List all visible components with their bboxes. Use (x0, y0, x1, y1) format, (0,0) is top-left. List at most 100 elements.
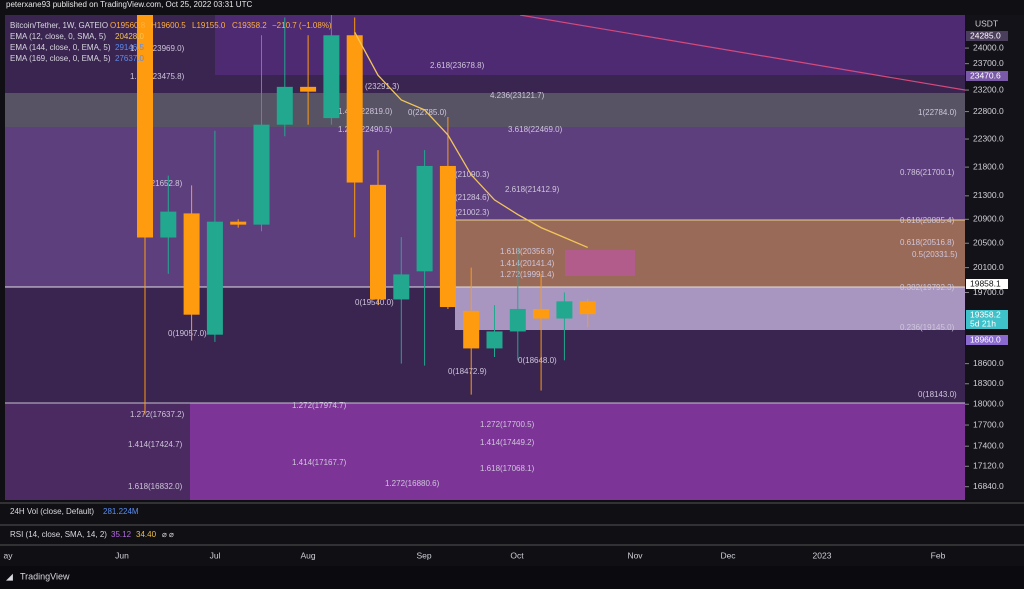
zone (565, 250, 635, 276)
vol-value: 281.224M (103, 507, 139, 516)
price-tag-bg (966, 335, 1008, 345)
fib-label: 4.236(23121.7) (490, 91, 545, 100)
price-tag: 19358.2 (970, 309, 1001, 319)
fib-label: 1.272(17637.2) (130, 410, 185, 419)
fib-label: 0(18472.9) (448, 367, 487, 376)
x-label: Dec (720, 550, 736, 560)
price-tag: 19858.1 (970, 278, 1001, 288)
indicator-value: 27637.0 (115, 54, 144, 63)
candle-body (463, 310, 480, 349)
candle-body (556, 301, 573, 319)
indicator-name: EMA (144, close, 0, EMA, 5) (10, 43, 111, 52)
fib-label: (21090.3) (455, 170, 490, 179)
rsi-extra: ⌀ ⌀ (162, 530, 174, 539)
fib-label: 1.272(17700.5) (480, 420, 535, 429)
rsi-value: 34.40 (136, 530, 157, 539)
candle-body (346, 35, 363, 183)
candle-body (137, 15, 153, 238)
fib-label: 0.786(21700.1) (900, 168, 955, 177)
x-label: Sep (416, 550, 431, 560)
fib-label: 0.618(20516.8) (900, 238, 955, 247)
fib-label: 1.414(17167.7) (292, 458, 347, 467)
header: peterxane93 published on TradingView.com… (6, 0, 252, 9)
logo: ◢ (6, 571, 13, 581)
candle-body (183, 213, 200, 315)
candle-body (253, 124, 270, 225)
fib-label: 0(19057.0) (168, 329, 207, 338)
price-tag-bg (966, 71, 1008, 81)
fib-label: 1.414(20141.4) (500, 259, 555, 268)
rsi-value: 35.12 (111, 530, 132, 539)
indicator-value: 29146.5 (115, 43, 144, 52)
fib-label: (23291.3) (365, 82, 400, 91)
fib-label: 1.618(17068.1) (480, 464, 535, 473)
x-label: Nov (627, 550, 643, 560)
zone (5, 403, 190, 500)
rsi-name: RSI (14, close, SMA, 14, 2) (10, 530, 107, 539)
candle-body (276, 86, 293, 125)
price-tag-bg (966, 310, 1008, 320)
candle-body (230, 221, 247, 225)
legend-symbol: Bitcoin/Tether, 1W, GATEIO (10, 21, 108, 30)
candle-body (370, 184, 386, 300)
y-tick-label: 18300.0 (973, 378, 1004, 388)
candle-body (579, 301, 596, 315)
plot-area: 1.414(23969.0) 2.618(23678.8) 1.272(23475.… (5, 15, 965, 500)
fib-label: 0.618(20885.4) (900, 216, 955, 225)
candle-body (323, 35, 340, 119)
fib-label: 2.618(23678.8) (430, 61, 485, 70)
fib-label: 0.5(20331.5) (912, 250, 958, 259)
fib-label: 1.272(23475.8) (130, 72, 185, 81)
fib-label: 1(22784.0) (918, 108, 957, 117)
candle-body (416, 165, 433, 272)
fib-label: 1.414(17424.7) (128, 440, 183, 449)
x-label: ay (4, 550, 14, 560)
price-tag: 24285.0 (970, 30, 1001, 40)
y-tick-label: 17700.0 (973, 419, 1004, 429)
price-axis (965, 15, 1024, 500)
fib-label: 1.272(16880.6) (385, 479, 440, 488)
y-tick-label: 19700.0 (973, 287, 1004, 297)
x-label: Jul (210, 550, 221, 560)
fib-label: (21284.6) (455, 193, 490, 202)
fib-label: 1.272(22490.5) (338, 125, 393, 134)
fib-label: 1.414(23969.0) (130, 44, 185, 53)
price-tag: 18960.0 (970, 334, 1001, 344)
x-label: Jun (115, 550, 129, 560)
y-tick-label: 23200.0 (973, 84, 1004, 94)
fib-label: 0.382(19792.3) (900, 283, 955, 292)
candle-body (206, 221, 223, 335)
indicator-value: 20428.0 (115, 32, 144, 41)
zone (455, 287, 965, 330)
y-tick-label: 20100.0 (973, 262, 1004, 272)
candle-body (533, 308, 550, 319)
y-tick-label: 17400.0 (973, 440, 1004, 450)
fib-label: 1.272(17974.7) (292, 401, 347, 410)
candle-body (393, 274, 410, 300)
candle-body (486, 331, 503, 349)
y-tick-label: 17120.0 (973, 461, 1004, 471)
fib-label: 0.236(19145.0) (900, 323, 955, 332)
x-label: Aug (300, 550, 315, 560)
price-tag: 23470.6 (970, 70, 1001, 80)
y-tick-label: 22800.0 (973, 106, 1004, 116)
legend-ohlc: H19600.5 (151, 21, 186, 30)
legend-ohlc: O19560.8 (110, 21, 146, 30)
y-tick-label: 18000.0 (973, 398, 1004, 408)
footer-bar (0, 566, 1024, 589)
fib-label: 1.272(19991.4) (500, 270, 555, 279)
y-tick-label: 21800.0 (973, 161, 1004, 171)
candle-body (160, 211, 177, 238)
fib-label: 0(19540.0) (355, 298, 394, 307)
legend-ohlc: C19358.2 (232, 21, 267, 30)
fib-label: (21652.8) (148, 179, 183, 188)
indicator-name: EMA (169, close, 0, EMA, 5) (10, 54, 111, 63)
y-tick-label: 18600.0 (973, 358, 1004, 368)
fib-label: 1.618(16832.0) (128, 482, 183, 491)
candle-body (300, 86, 317, 92)
price-tag-bg (966, 279, 1008, 289)
x-label: Oct (510, 550, 524, 560)
y-tick-label: 23700.0 (973, 58, 1004, 68)
